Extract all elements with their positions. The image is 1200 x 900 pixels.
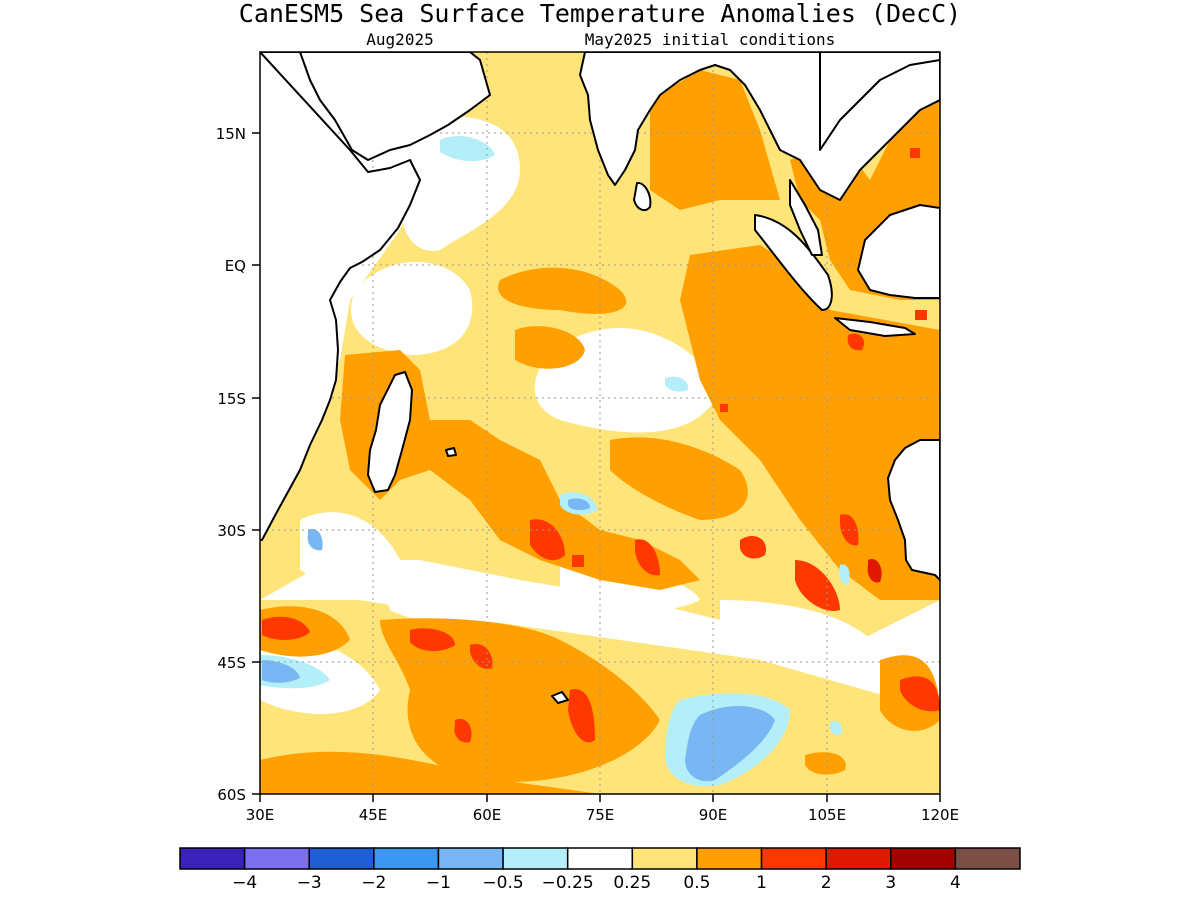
valid-month-label: Aug2025 [366,30,433,49]
colorbar-label: 0.5 [683,873,710,893]
longitude-labels: 30E 45E 60E 75E 90E 105E 120E [246,806,959,824]
malay-peninsula-land [789,179,823,256]
mascarene-islands [445,447,457,457]
anomaly-band-2-3 [867,559,882,583]
colorbar-label: −1 [426,873,451,893]
colorbar-label: 0.25 [613,873,651,893]
colorbar-swatch [437,847,504,870]
axis-ticks [252,132,941,802]
colorbar-label: −0.25 [542,873,594,893]
land-masses [260,52,940,704]
lat-label-45s: 45S [217,654,246,672]
lat-label-60s: 60S [217,786,246,804]
java-land [834,317,916,337]
lat-lon-grid [260,52,940,794]
colorbar-labels: −4 −3 −2 −1 −0.5 −0.25 0.25 0.5 1 2 3 4 [232,873,961,893]
colorbar-swatch [696,847,763,870]
figure-title: CanESM5 Sea Surface Temperature Anomalie… [239,0,961,28]
colorbar-label: 1 [756,873,767,893]
lon-label-105e: 105E [808,806,846,824]
colorbar-swatch [631,847,698,870]
colorbar-swatch [566,847,634,870]
lat-label-eq: EQ [225,257,246,275]
lat-label-15s: 15S [217,390,246,408]
colorbar-label: 2 [821,873,832,893]
colorbar-swatch [373,847,440,870]
colorbar-swatch [954,847,1021,870]
anomaly-band-1-2 [262,148,940,743]
lon-label-45e: 45E [359,806,388,824]
colorbar-swatch [179,847,246,870]
australia-land [887,439,940,581]
colorbar-swatch [502,847,569,870]
lon-label-90e: 90E [699,806,728,824]
colorbar-swatch [243,847,310,870]
colorbar-label: −0.5 [482,873,523,893]
lat-label-15n: 15N [216,125,246,143]
colorbar-swatch [825,847,892,870]
colorbar-swatch [760,847,827,870]
colorbar [179,847,1021,870]
lon-label-60e: 60E [473,806,502,824]
latitude-labels: 15N EQ 15S 30S 45S 60S [216,125,246,804]
colorbar-swatch [890,847,957,870]
map-panel [260,52,940,794]
madagascar-land [367,371,413,493]
colorbar-label: −2 [361,873,386,893]
indochina-coast [819,52,940,151]
anomaly-band-neg-0.5 [262,498,775,782]
lat-label-30s: 30S [217,522,246,540]
initial-conditions-label: May2025 initial conditions [585,30,835,49]
lon-label-30e: 30E [246,806,275,824]
kerguelen-island [551,691,569,704]
sri-lanka-land [633,182,652,212]
colorbar-label: 4 [950,873,961,893]
lon-label-120e: 120E [921,806,959,824]
lon-label-75e: 75E [586,806,615,824]
colorbar-label: −4 [232,873,257,893]
colorbar-label: 3 [885,873,896,893]
africa-arabia-land [260,52,491,541]
sumatra-land [754,214,833,311]
borneo-land [857,204,940,299]
colorbar-swatch [308,847,375,870]
colorbar-label: −3 [297,873,322,893]
